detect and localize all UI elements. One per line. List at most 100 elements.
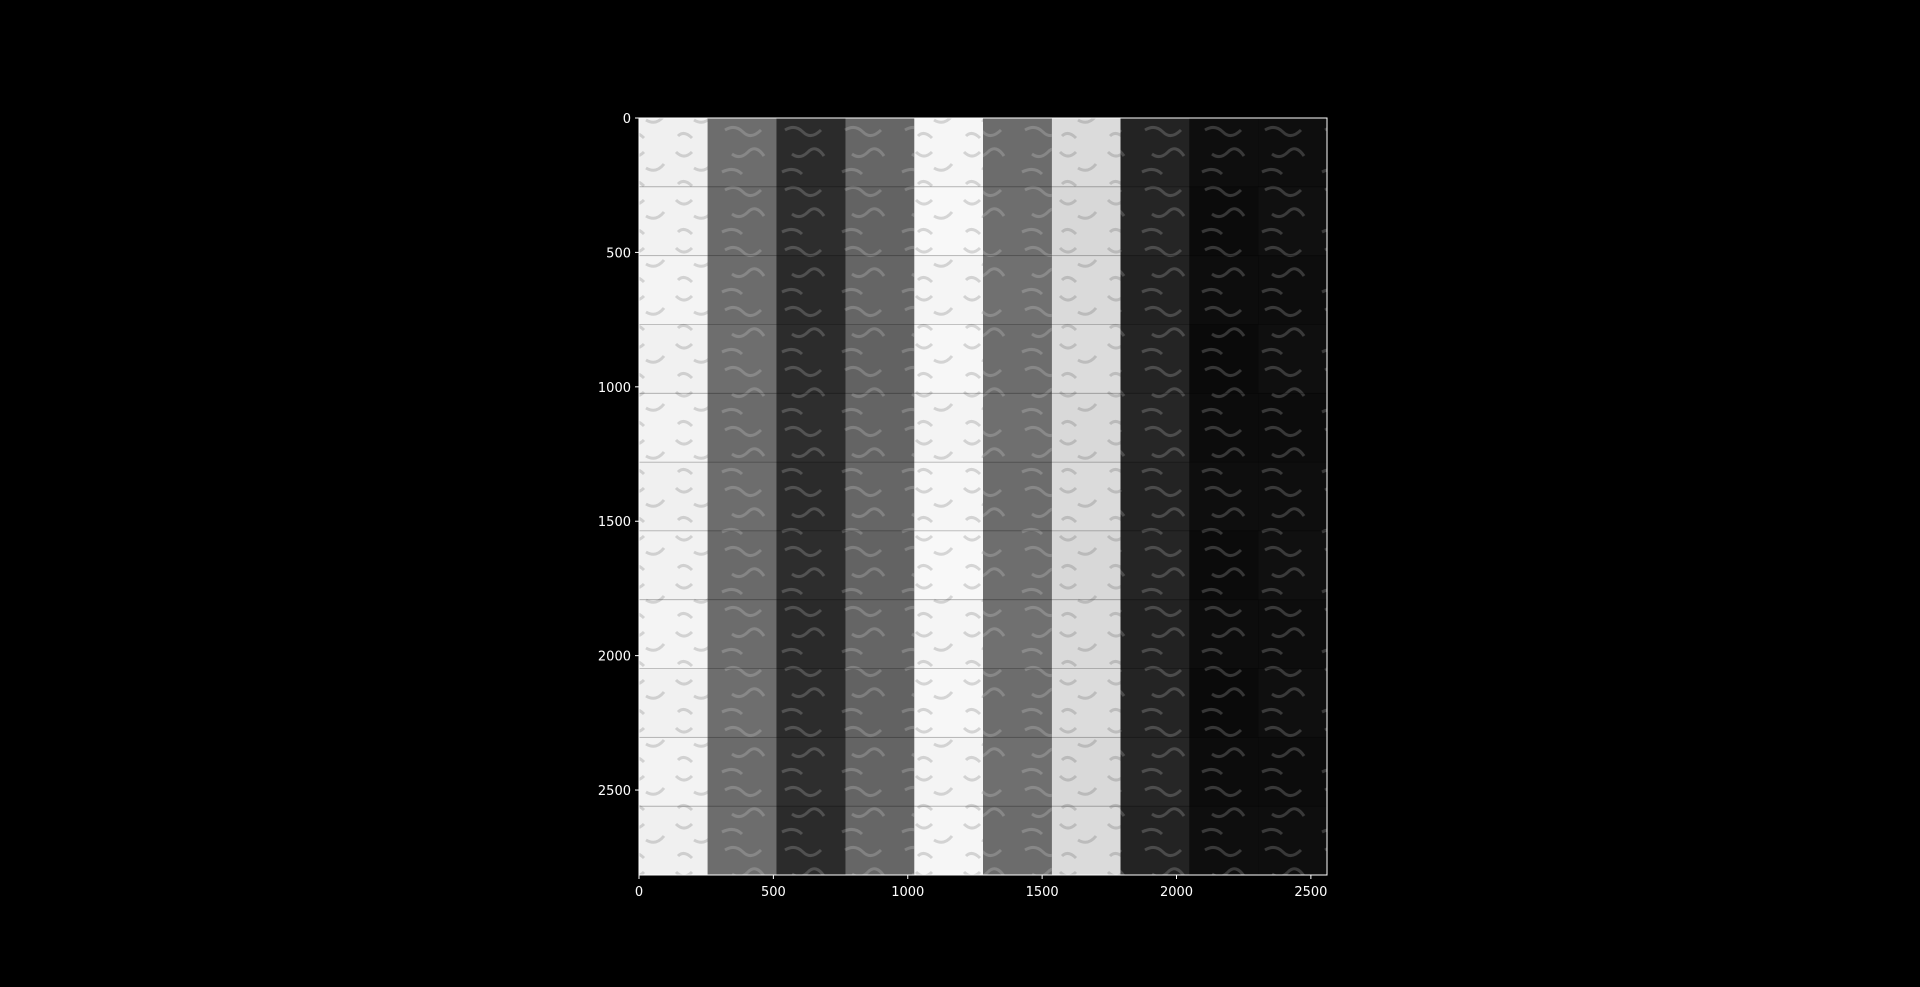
- tile-texture: [1189, 737, 1259, 807]
- tile-texture: [1258, 186, 1327, 256]
- tile-texture: [1258, 806, 1327, 875]
- tile-texture: [1189, 806, 1259, 875]
- y-tick-label: 2500: [598, 784, 631, 799]
- tile-texture: [1120, 186, 1190, 256]
- tile-texture: [1189, 118, 1259, 187]
- axes-frame: [638, 117, 1328, 876]
- tile-texture: [914, 393, 983, 463]
- tile-texture: [707, 255, 777, 325]
- tile-texture: [983, 668, 1052, 738]
- tile-texture: [1120, 806, 1190, 875]
- tile-texture: [914, 668, 983, 738]
- tile-texture: [983, 186, 1052, 256]
- tile-texture: [639, 255, 708, 325]
- tile-texture: [1051, 255, 1121, 325]
- tile-texture: [1258, 118, 1327, 187]
- tile-texture: [983, 255, 1052, 325]
- tile-texture: [983, 599, 1052, 669]
- tile-texture: [1120, 599, 1190, 669]
- tile-texture: [707, 668, 777, 738]
- tile-texture: [639, 737, 708, 807]
- tile-texture: [845, 255, 915, 325]
- tile-texture: [983, 737, 1052, 807]
- tile-texture: [914, 599, 983, 669]
- tile-texture: [707, 806, 777, 875]
- tile-texture: [639, 599, 708, 669]
- tile-texture: [776, 599, 846, 669]
- tile-texture: [639, 393, 708, 463]
- tile-texture: [914, 530, 983, 600]
- tile-texture: [707, 324, 777, 394]
- y-tick-label: 0: [623, 112, 631, 127]
- tile-texture: [1120, 530, 1190, 600]
- tile-texture: [845, 806, 915, 875]
- tile-texture: [845, 668, 915, 738]
- tile-texture: [1051, 324, 1121, 394]
- tile-texture: [845, 186, 915, 256]
- tile-texture: [1120, 393, 1190, 463]
- tile-texture: [776, 462, 846, 531]
- tile-texture: [1051, 393, 1121, 463]
- tile-texture: [914, 118, 983, 187]
- tile-texture: [776, 530, 846, 600]
- tile-texture: [776, 668, 846, 738]
- tile-texture: [1189, 599, 1259, 669]
- tile-texture: [707, 530, 777, 600]
- tile-borders: [639, 186, 1327, 807]
- tile-texture: [639, 530, 708, 600]
- y-axis: 0 500 1000 1500 2000 2500: [598, 112, 639, 799]
- tile-texture: [1189, 668, 1259, 738]
- x-tick-label: 500: [761, 885, 786, 900]
- tile-texture: [845, 324, 915, 394]
- tile-texture: [1258, 737, 1327, 807]
- x-tick-label: 1000: [891, 885, 924, 900]
- tile-texture: [776, 324, 846, 394]
- tile-texture: [1120, 324, 1190, 394]
- tile-texture: [983, 393, 1052, 463]
- tile-texture: [914, 737, 983, 807]
- tile-texture: [776, 186, 846, 256]
- tile-texture: [983, 324, 1052, 394]
- tile-texture: [1189, 324, 1259, 394]
- tile-texture: [914, 462, 983, 531]
- tile-texture: [707, 599, 777, 669]
- x-tick-label: 2500: [1294, 885, 1327, 900]
- y-tick-label: 2000: [598, 650, 631, 665]
- tile-texture: [1120, 737, 1190, 807]
- x-tick-label: 2000: [1160, 885, 1193, 900]
- tile-texture: [845, 393, 915, 463]
- tile-texture: [983, 530, 1052, 600]
- tile-texture: [1258, 393, 1327, 463]
- tile-texture: [914, 324, 983, 394]
- tile-texture: [1051, 462, 1121, 531]
- tile-texture: [639, 462, 708, 531]
- tile-texture: [983, 806, 1052, 875]
- tile-texture: [1120, 118, 1190, 187]
- tile-texture: [776, 118, 846, 187]
- tile-texture: [1258, 668, 1327, 738]
- x-tick-label: 0: [635, 885, 643, 900]
- tile-texture: [1051, 668, 1121, 738]
- tile-texture: [845, 118, 915, 187]
- tile-texture: [707, 462, 777, 531]
- tile-texture: [1051, 186, 1121, 256]
- tile-texture: [1120, 255, 1190, 325]
- tile-texture: [1189, 462, 1259, 531]
- y-tick-label: 1000: [598, 381, 631, 396]
- tile-texture: [639, 806, 708, 875]
- montage-tiles: [639, 118, 1327, 875]
- tile-texture: [707, 737, 777, 807]
- tile-texture: [845, 737, 915, 807]
- tile-texture: [776, 737, 846, 807]
- tile-texture: [983, 462, 1052, 531]
- tile-texture: [914, 255, 983, 325]
- tile-texture: [914, 186, 983, 256]
- tile-texture: [845, 599, 915, 669]
- tile-texture: [1258, 324, 1327, 394]
- tile-texture: [639, 324, 708, 394]
- tile-texture: [1189, 393, 1259, 463]
- tile-texture: [1120, 668, 1190, 738]
- tile-texture: [1189, 186, 1259, 256]
